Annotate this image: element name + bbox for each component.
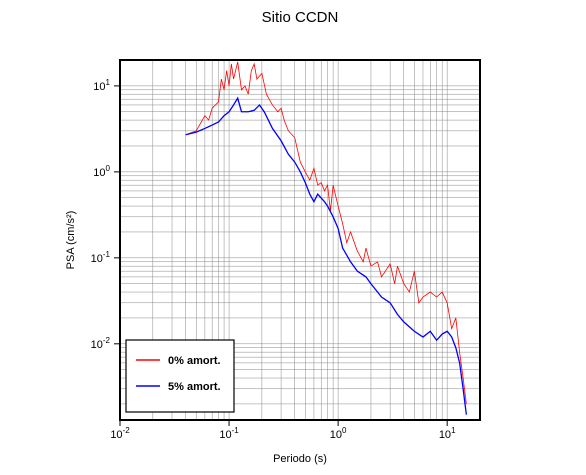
legend-label: 5% amort. bbox=[168, 381, 221, 393]
tick-label-exponent: 0 bbox=[342, 426, 347, 435]
y-axis-label: PSA (cm/s²) bbox=[65, 211, 77, 270]
tick-label: 101 bbox=[439, 426, 456, 441]
tick-label: 10-1 bbox=[219, 426, 239, 441]
tick-label-base: 10 bbox=[93, 167, 105, 179]
legend-label: 0% amort. bbox=[168, 355, 221, 367]
tick-label: 10-2 bbox=[91, 336, 111, 351]
legend-box bbox=[125, 339, 235, 413]
chart-title: Sitio CCDN bbox=[262, 9, 339, 26]
tick-label-exponent: -2 bbox=[123, 426, 131, 435]
tick-label-exponent: -1 bbox=[232, 426, 240, 435]
tick-label: 10-2 bbox=[110, 426, 130, 441]
series-line bbox=[185, 96, 468, 415]
tick-label: 100 bbox=[330, 426, 347, 441]
tick-label-exponent: -1 bbox=[103, 250, 111, 259]
tick-label-base: 10 bbox=[110, 429, 122, 441]
tick-label-exponent: 0 bbox=[106, 164, 111, 173]
series-line bbox=[185, 61, 467, 404]
x-axis-label: Periodo (s) bbox=[273, 453, 327, 465]
tick-label-base: 10 bbox=[91, 339, 103, 351]
tick-label-exponent: 1 bbox=[451, 426, 456, 435]
plot-frame bbox=[119, 59, 481, 421]
tick-label-exponent: -2 bbox=[103, 336, 111, 345]
tick-label-base: 10 bbox=[93, 81, 105, 93]
tick-label-base: 10 bbox=[330, 429, 342, 441]
tick-label: 10-1 bbox=[91, 250, 111, 265]
tick-label-base: 10 bbox=[439, 429, 451, 441]
tick-label-base: 10 bbox=[91, 253, 103, 265]
tick-label: 100 bbox=[93, 164, 110, 179]
tick-label: 101 bbox=[93, 78, 110, 93]
tick-label-base: 10 bbox=[219, 429, 231, 441]
tick-label-exponent: 1 bbox=[106, 78, 111, 87]
